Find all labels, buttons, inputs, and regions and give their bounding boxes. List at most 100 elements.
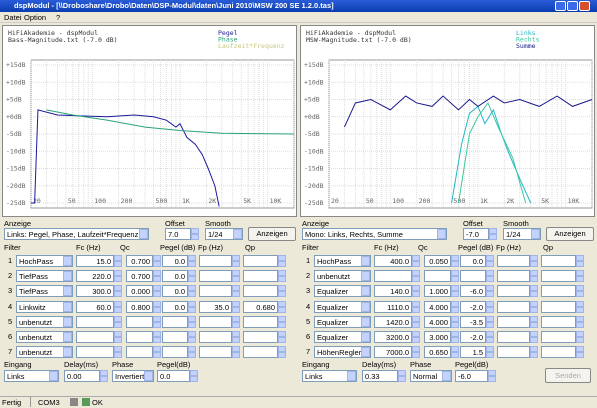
spin-up[interactable] [412, 255, 420, 261]
input[interactable] [243, 315, 278, 328]
input[interactable] [541, 300, 576, 313]
spin-up[interactable] [232, 346, 240, 353]
input[interactable]: 15.0 [76, 255, 114, 267]
spin-down[interactable] [530, 321, 538, 328]
spin-up[interactable] [530, 346, 538, 353]
input[interactable]: 1420.0 [374, 315, 412, 328]
spin-down[interactable] [576, 276, 584, 283]
spin-down[interactable] [488, 376, 496, 382]
spin-down[interactable] [398, 376, 406, 382]
input[interactable]: 0.0 [157, 370, 190, 382]
dropdown[interactable]: Equalizer [314, 331, 371, 343]
input[interactable] [126, 346, 153, 359]
input[interactable] [497, 270, 530, 283]
spin-down[interactable] [114, 306, 122, 313]
spin-down[interactable] [412, 321, 420, 328]
window-button[interactable] [555, 1, 566, 11]
input[interactable]: -2.0 [460, 331, 486, 343]
spin-down[interactable] [188, 261, 196, 267]
spin-down[interactable] [188, 321, 196, 328]
input[interactable] [162, 315, 188, 328]
input[interactable] [374, 270, 412, 283]
spin-down[interactable] [412, 352, 420, 359]
spin-up[interactable] [153, 331, 161, 337]
spin-up[interactable] [188, 285, 196, 292]
input[interactable]: 0.650 [424, 346, 451, 359]
spin-up[interactable] [486, 270, 494, 277]
spin-up[interactable] [412, 346, 420, 353]
spin-up[interactable] [530, 255, 538, 261]
input[interactable]: 140.0 [374, 285, 412, 298]
spin-down[interactable] [530, 261, 538, 267]
spin-up[interactable] [114, 315, 122, 322]
spin-down[interactable] [232, 306, 240, 313]
spin-down[interactable] [100, 376, 108, 382]
spin-down[interactable] [114, 261, 122, 267]
dropdown-arrow[interactable] [437, 229, 446, 239]
input[interactable] [243, 255, 278, 267]
input[interactable] [243, 346, 278, 359]
dropdown-arrow[interactable] [442, 371, 451, 381]
input[interactable]: 1.000 [424, 285, 451, 298]
spin-up[interactable] [486, 255, 494, 261]
spin-down[interactable] [153, 337, 161, 343]
spin-down[interactable] [278, 352, 286, 359]
spin-up[interactable] [451, 346, 459, 353]
dropdown-arrow[interactable] [347, 371, 356, 381]
spin-down[interactable] [576, 291, 584, 298]
input[interactable] [126, 331, 153, 343]
dropdown[interactable]: unbenutzt [16, 346, 73, 359]
spin-down[interactable] [114, 321, 122, 328]
dropdown[interactable]: Links: Pegel, Phase, Laufzeit*Frequenz [4, 228, 149, 240]
dropdown[interactable]: Links [302, 370, 357, 382]
input[interactable]: 7000.0 [374, 346, 412, 359]
spin-down[interactable] [188, 276, 196, 283]
spin-up[interactable] [153, 346, 161, 353]
spin-up[interactable] [278, 255, 286, 261]
dropdown-arrow[interactable] [49, 371, 58, 381]
dropdown-arrow[interactable] [63, 316, 72, 327]
button[interactable]: Anzeigen [546, 227, 594, 241]
spin-down[interactable] [530, 352, 538, 359]
input[interactable]: -7.0 [463, 228, 489, 240]
spin-up[interactable] [232, 315, 240, 322]
input[interactable]: -2.0 [460, 300, 486, 313]
input[interactable]: -6.0 [455, 370, 488, 382]
input[interactable] [162, 346, 188, 359]
window-button[interactable] [567, 1, 578, 11]
dropdown[interactable]: unbenutzt [16, 315, 73, 328]
input[interactable] [199, 285, 232, 298]
input[interactable]: 0.0 [460, 255, 486, 267]
spin-up[interactable] [153, 300, 161, 307]
spin-down[interactable] [232, 321, 240, 328]
spin-down[interactable] [412, 291, 420, 298]
input[interactable] [243, 285, 278, 298]
dropdown[interactable]: Mono: Links, Rechts, Summe [302, 228, 447, 240]
spin-up[interactable] [488, 370, 496, 376]
input[interactable] [126, 315, 153, 328]
spin-down[interactable] [486, 321, 494, 328]
input[interactable]: 35.0 [199, 300, 232, 313]
spin-down[interactable] [188, 352, 196, 359]
spin-down[interactable] [530, 306, 538, 313]
spin-down[interactable] [451, 321, 459, 328]
spin-down[interactable] [530, 337, 538, 343]
dropdown-arrow[interactable] [144, 371, 153, 381]
dropdown[interactable]: unbenutzt [16, 331, 73, 343]
dropdown-arrow[interactable] [361, 271, 370, 282]
input[interactable]: 0.050 [424, 255, 451, 267]
dropdown-arrow[interactable] [361, 256, 370, 266]
spin-up[interactable] [576, 315, 584, 322]
input[interactable]: 3200.0 [374, 331, 412, 343]
input[interactable]: 0.000 [126, 285, 153, 298]
input[interactable]: 0.0 [162, 300, 188, 313]
spin-down[interactable] [486, 276, 494, 283]
input[interactable] [243, 331, 278, 343]
spin-down[interactable] [412, 337, 420, 343]
input[interactable] [497, 300, 530, 313]
dropdown[interactable]: TiefPass [16, 285, 73, 298]
spin-up[interactable] [153, 255, 161, 261]
spin-up[interactable] [188, 270, 196, 277]
input[interactable]: 0.0 [162, 255, 188, 267]
spin-down[interactable] [278, 337, 286, 343]
